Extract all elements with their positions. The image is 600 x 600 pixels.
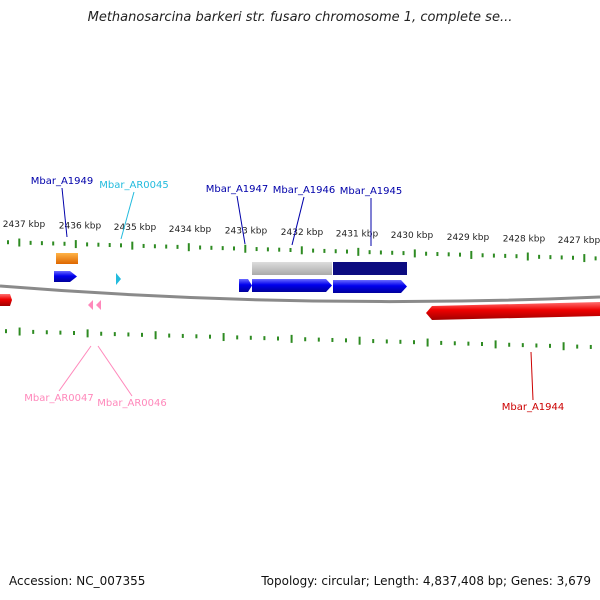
gene-leader-line bbox=[291, 196, 305, 246]
map-title: Methanosarcina barkeri str. fusaro chrom… bbox=[87, 10, 513, 25]
accession-text: Accession: NC_007355 bbox=[9, 574, 146, 588]
ruler-label: 2431 kbp bbox=[336, 230, 379, 240]
navy-feature-block[interactable] bbox=[333, 262, 407, 275]
ruler-label: 2430 kbp bbox=[391, 231, 434, 241]
ruler-label: 2434 kbp bbox=[169, 225, 212, 235]
reverse-gene-arrow[interactable] bbox=[426, 302, 600, 320]
trna-reverse-arrow[interactable] bbox=[96, 300, 101, 310]
ruler-label: 2428 kbp bbox=[503, 234, 546, 244]
ruler-label: 2432 kbp bbox=[281, 228, 324, 238]
gene-label[interactable]: Mbar_A1944 bbox=[502, 402, 565, 413]
ruler-label: 2427 kbp bbox=[558, 236, 600, 246]
genome-backbone bbox=[0, 284, 600, 304]
gene-leader-line bbox=[236, 195, 246, 245]
gene-leader-line bbox=[530, 351, 534, 401]
ruler-label: 2429 kbp bbox=[447, 233, 490, 243]
forward-gene-arrow[interactable] bbox=[239, 279, 252, 292]
gene-leader-line bbox=[58, 345, 92, 392]
gene-label[interactable]: Mbar_AR0047 bbox=[24, 393, 93, 404]
gene-label[interactable]: Mbar_A1949 bbox=[31, 176, 94, 187]
gene-label[interactable]: Mbar_A1947 bbox=[206, 184, 269, 195]
ruler-label: 2436 kbp bbox=[59, 222, 102, 232]
gene-label[interactable]: Mbar_AR0045 bbox=[99, 180, 168, 191]
ruler-label: 2437 kbp bbox=[3, 220, 46, 230]
forward-gene-arrow[interactable] bbox=[54, 271, 77, 282]
gene-label[interactable]: Mbar_AR0046 bbox=[97, 398, 166, 409]
trna-reverse-arrow[interactable] bbox=[88, 300, 93, 310]
ruler-label: 2435 kbp bbox=[114, 223, 157, 233]
reverse-gene-arrow[interactable] bbox=[0, 294, 12, 306]
forward-gene-arrow[interactable] bbox=[333, 280, 407, 293]
gene-leader-line bbox=[120, 191, 135, 240]
gene-label[interactable]: Mbar_A1946 bbox=[273, 185, 336, 196]
gene-leader-line bbox=[61, 187, 68, 238]
topology-summary-text: Topology: circular; Length: 4,837,408 bp… bbox=[261, 574, 591, 588]
gene-leader-line bbox=[97, 345, 133, 397]
trna-forward-arrow[interactable] bbox=[116, 273, 121, 285]
orange-feature[interactable] bbox=[56, 253, 78, 264]
ruler-label: 2433 kbp bbox=[225, 226, 268, 236]
forward-gene-arrow[interactable] bbox=[252, 279, 332, 292]
gene-label[interactable]: Mbar_A1945 bbox=[340, 186, 403, 197]
gray-feature-block[interactable] bbox=[252, 262, 332, 275]
